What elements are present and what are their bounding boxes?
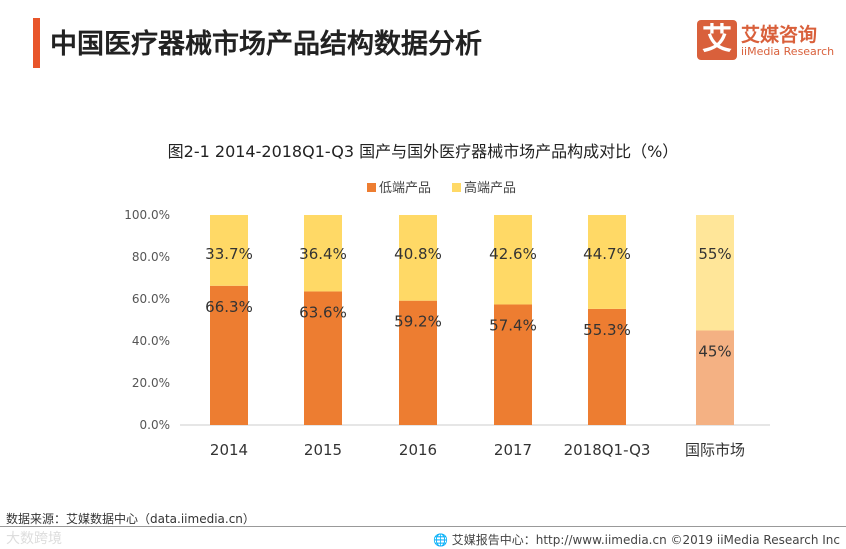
data-label: 59.2% [394,313,442,331]
bar-segment [588,215,626,309]
page-title: 中国医疗器械市场产品结构数据分析 [50,29,482,60]
data-label: 40.8% [394,245,442,263]
bar-segment [399,215,437,301]
legend-swatch [452,183,461,192]
data-label: 55.3% [583,321,631,339]
bar-segment [304,291,342,425]
iimedia-logo: 艾 艾媒咨询 iiMedia Research [697,20,837,62]
chart-title: 图2-1 2014-2018Q1-Q3 国产与国外医疗器械市场产品构成对比（%） [167,142,679,161]
data-label: 66.3% [205,298,253,316]
bar-segment [399,300,437,425]
data-label: 45% [698,343,731,361]
bar-segment [696,215,734,331]
x-tick-label: 2015 [304,441,342,459]
logo-cn: 艾媒咨询 [741,24,818,46]
copyright-text: 艾媒报告中心：http://www.iimedia.cn ©2019 iiMed… [451,533,840,547]
y-tick-label: 80.0% [132,250,170,264]
copyright: 🌐 艾媒报告中心：http://www.iimedia.cn ©2019 iiM… [433,531,840,548]
bar-segment [210,285,248,425]
bar-segment [494,215,532,305]
x-tick-label: 国际市场 [685,441,745,459]
data-label: 55% [698,245,731,263]
bar-segment [696,330,734,425]
legend-label: 低端产品 [379,181,431,196]
y-tick-label: 40.0% [132,334,170,348]
data-label: 44.7% [583,245,631,263]
logo-mark: 艾 [697,20,737,60]
data-source: 数据来源：艾媒数据中心（data.iimedia.cn） [6,512,255,526]
watermark: 大数跨境 [6,531,62,547]
data-label: 42.6% [489,245,537,263]
bar-segment [210,215,248,286]
y-tick-label: 60.0% [132,292,170,306]
data-label: 57.4% [489,316,537,334]
x-tick-label: 2014 [210,441,248,459]
legend-label: 高端产品 [464,180,516,196]
bar-segment [494,304,532,425]
globe-icon: 🌐 [432,533,448,547]
data-label: 33.7% [205,245,253,263]
y-tick-label: 0.0% [140,418,171,432]
bar-segment [588,308,626,425]
y-tick-label: 20.0% [132,376,170,390]
footer-divider [0,526,846,527]
y-tick-label: 100.0% [124,208,170,222]
x-tick-label: 2017 [494,441,532,459]
bar-segment [304,215,342,292]
title-accent-bar [33,18,40,68]
x-tick-label: 2018Q1-Q3 [564,441,651,459]
x-tick-label: 2016 [399,441,437,459]
data-label: 36.4% [299,245,347,263]
logo-en: iiMedia Research [741,45,835,58]
data-label: 63.6% [299,303,347,321]
legend-swatch [367,183,376,192]
